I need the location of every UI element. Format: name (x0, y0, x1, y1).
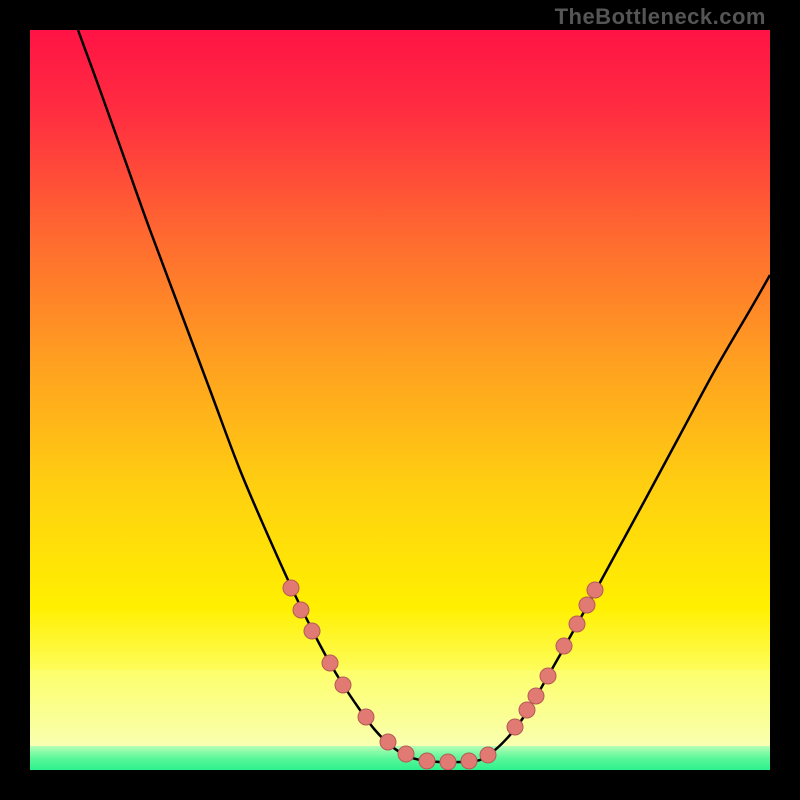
gradient-rect (30, 30, 770, 770)
watermark-text: TheBottleneck.com (555, 4, 766, 30)
pale-band (30, 670, 770, 746)
green-band (30, 746, 770, 770)
plot-area (30, 30, 770, 770)
gradient-background (30, 30, 770, 770)
